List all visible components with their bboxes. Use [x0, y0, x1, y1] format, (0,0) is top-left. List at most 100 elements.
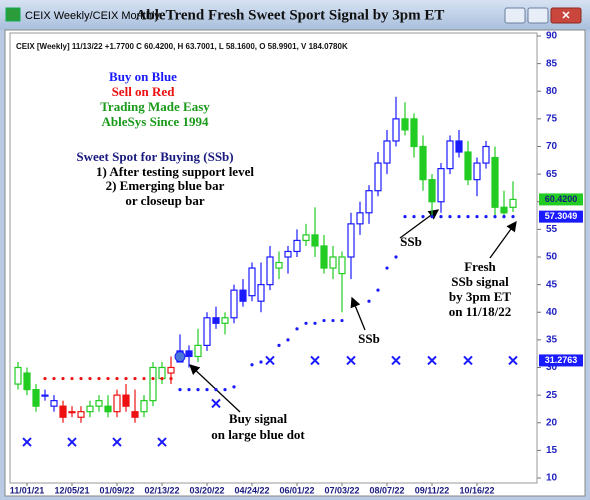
signal-dot: [133, 376, 137, 381]
signal-dot: [286, 338, 290, 342]
x-tick-label: 04/24/22: [234, 485, 269, 495]
candle-body: [509, 198, 517, 208]
candle-body: [14, 366, 22, 385]
x-marker: [463, 355, 473, 366]
signal-dot: [88, 376, 92, 381]
price-label: 60.4200: [545, 194, 578, 204]
signal-dot: [484, 215, 488, 219]
y-tick-label: 65: [546, 169, 558, 180]
annotation: Buy signal: [229, 411, 288, 426]
signal-dot: [376, 288, 380, 292]
x-tick-label: 09/11/22: [415, 485, 450, 495]
close-icon: ✕: [561, 10, 570, 22]
y-tick-label: 90: [546, 31, 558, 42]
x-tick-label: 12/05/21: [54, 485, 89, 495]
x-tick-label: 01/09/22: [99, 485, 134, 495]
x-marker: [112, 437, 122, 447]
candle-body: [167, 366, 175, 374]
candle-body: [131, 411, 139, 418]
signal-dot: [223, 388, 227, 392]
candle-body: [203, 317, 211, 346]
candle-body: [113, 394, 121, 413]
signal-dot: [304, 321, 308, 325]
candle-body: [158, 366, 166, 380]
x-marker: [508, 355, 518, 366]
annotation: SSb signal: [451, 274, 509, 289]
candle-body: [455, 140, 463, 153]
candle-body: [491, 156, 499, 208]
candle-body: [401, 118, 409, 131]
candle-body: [95, 400, 103, 407]
candle-body: [482, 145, 490, 164]
signal-dot: [340, 318, 344, 323]
x-tick-label: 07/03/22: [324, 485, 359, 495]
candle-body: [32, 389, 40, 407]
y-tick-label: 25: [546, 390, 558, 401]
candle-body: [239, 289, 247, 302]
signal-dot: [313, 321, 317, 325]
x-tick-label: 11/01/21: [10, 485, 45, 495]
signal-dot: [385, 266, 389, 270]
signal-dot: [214, 388, 218, 392]
annotation: on large blue dot: [211, 427, 305, 442]
x-tick-label: 06/01/22: [279, 485, 314, 495]
candle-body: [338, 256, 346, 275]
annotation: Trading Made Easy: [100, 99, 210, 114]
candle-body: [248, 267, 256, 297]
signal-dot: [322, 318, 326, 323]
signal-dot: [70, 376, 74, 381]
y-tick-label: 35: [546, 335, 558, 346]
candle-body: [500, 206, 508, 214]
price-label-box: [539, 193, 583, 206]
candle-body: [212, 317, 220, 324]
signal-dot: [160, 376, 164, 381]
x-tick-label: 08/07/22: [369, 485, 404, 495]
candle-body: [266, 256, 274, 286]
annotation: Fresh: [464, 259, 496, 274]
annotation: AbleSys Since 1994: [102, 114, 209, 129]
signal-dot: [187, 388, 191, 392]
y-tick-label: 40: [546, 307, 558, 318]
signal-dot: [43, 376, 47, 381]
minimize-button[interactable]: [504, 7, 526, 24]
candle-body: [221, 317, 229, 324]
arrow: [350, 296, 366, 331]
maximize-button[interactable]: [527, 7, 549, 24]
candle-body: [437, 168, 445, 203]
annotation: Buy on Blue: [109, 69, 177, 84]
annotation: SSb: [358, 331, 380, 346]
y-tick-label: 80: [546, 86, 558, 97]
y-tick-label: 15: [546, 445, 558, 456]
close-button[interactable]: [550, 7, 582, 24]
x-marker: [211, 398, 221, 409]
arrow: [489, 220, 517, 259]
y-tick-label: 75: [546, 114, 558, 125]
signal-dot: [475, 215, 479, 219]
signal-dot: [448, 215, 452, 219]
signal-dot: [421, 215, 425, 219]
signal-dot: [196, 388, 200, 392]
candle-body: [347, 223, 355, 258]
annotation: 1) After testing support level: [96, 164, 254, 179]
y-tick-label: 85: [546, 58, 558, 69]
signal-dot: [250, 363, 254, 367]
candle-body: [50, 400, 58, 407]
candle-body: [356, 212, 364, 225]
y-tick-label: 10: [546, 473, 558, 484]
header-line: CEIX [Weekly] 11/13/22 +1.7700 C 60.4200…: [16, 42, 348, 51]
annotation: SSb: [400, 234, 422, 249]
signal-dot: [232, 385, 236, 389]
candle-body: [410, 118, 418, 148]
x-tick-label: 03/20/22: [189, 485, 224, 495]
signal-dot: [151, 376, 155, 381]
signal-dot: [79, 376, 83, 381]
candle-body: [59, 405, 67, 418]
price-label: 57.3049: [545, 211, 578, 221]
y-tick-label: 45: [546, 279, 558, 290]
annotation: or closeup bar: [125, 193, 204, 208]
candle-body: [311, 234, 319, 247]
signal-dot: [178, 388, 182, 392]
y-tick-label: 30: [546, 362, 558, 373]
signal-dot: [331, 318, 335, 323]
